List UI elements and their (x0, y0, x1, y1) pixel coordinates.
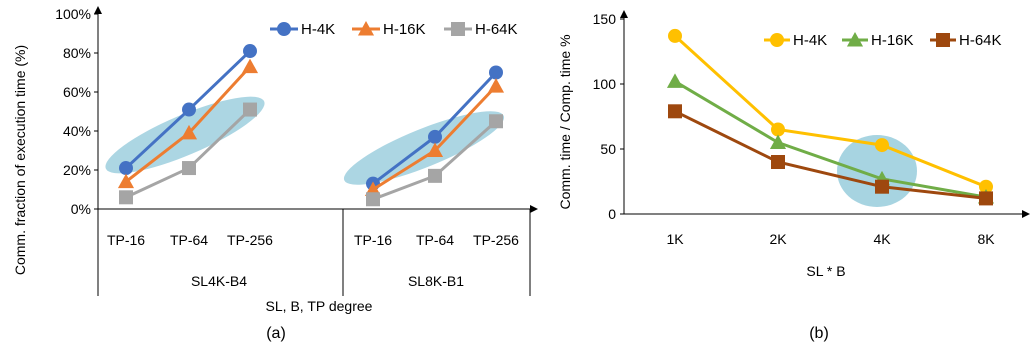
chart-b-xtick-label: 4K (873, 231, 891, 247)
data-point-H-16K (487, 78, 505, 93)
data-point-H-4K (182, 102, 196, 117)
chart-a-group-label: SL4K-B4 (191, 273, 247, 289)
data-point-H-16K (426, 142, 444, 157)
legend-label-H-16K: H-16K (871, 32, 914, 49)
chart-a: 0% 20% 40% 60% 80% 100% TP-16 TP-64 TP-256 SL4K-B… (12, 6, 538, 342)
data-point-H-16K (117, 173, 135, 189)
data-point-H-64K (119, 190, 133, 205)
data-point-H-64K (428, 168, 442, 183)
data-point-H-16K (666, 73, 684, 88)
data-point-H-4K (243, 44, 257, 59)
chart-a-group-label: SL8K-B1 (408, 273, 464, 289)
chart-a-xtick-label: TP-16 (354, 232, 392, 248)
chart-b-caption: (b) (809, 325, 829, 342)
chart-b-xtick-label: 8K (977, 231, 995, 247)
data-point-H-4K (119, 161, 133, 176)
data-point-H-16K (180, 124, 198, 140)
data-point-H-4K (428, 129, 442, 144)
chart-b-ytick-label: 50 (600, 141, 616, 157)
legend-label-H-64K: H-64K (475, 21, 518, 38)
data-point-H-64K (366, 192, 380, 207)
chart-b: 0 50 100 150 1K 2K 4K 8K H-4K H-16K H-64K Comm. t… (557, 10, 1030, 342)
data-point-H-64K (771, 155, 785, 169)
chart-a-y-arrow (94, 6, 102, 14)
data-point-H-64K (489, 114, 503, 129)
data-point-H-16K (769, 134, 787, 149)
chart-a-ytick-label: 40% (63, 123, 91, 139)
chart-a-xtick-label: TP-64 (416, 232, 454, 248)
chart-a-caption: (a) (266, 325, 286, 342)
series-line-H-16K (674, 80, 987, 199)
chart-b-y-arrow (620, 10, 628, 18)
chart-b-xtick-label: 1K (666, 231, 684, 247)
chart-a-ytick-label: 80% (63, 45, 91, 61)
data-point-H-4K (668, 28, 682, 43)
legend-marker-H-64K (451, 22, 465, 36)
legend-label-H-4K: H-4K (793, 32, 827, 49)
chart-b-ytick-label: 150 (593, 11, 617, 27)
chart-a-ytick-label: 100% (55, 6, 91, 22)
chart-a-x-arrow (530, 205, 538, 213)
series-line-H-4K (673, 34, 987, 189)
data-point-H-64K (668, 104, 682, 119)
data-point-H-64K (979, 191, 993, 206)
data-point-H-4K (489, 65, 503, 80)
chart-a-ylabel: Comm. fraction of execution time (%) (12, 45, 28, 275)
chart-a-xtick-label: TP-256 (227, 232, 273, 248)
legend-marker-H-4K (770, 33, 784, 47)
legend-marker-H-4K (277, 22, 291, 36)
data-point-H-64K (875, 179, 889, 194)
chart-a-xtick-label: TP-64 (170, 232, 208, 248)
series-line-H-64K (674, 109, 987, 200)
chart-a-ytick-label: 20% (63, 162, 91, 178)
chart-b-ytick-label: 100 (593, 76, 617, 92)
legend-label-H-64K: H-64K (959, 32, 1002, 49)
data-point-H-4K (875, 138, 889, 153)
chart-b-ylabel: Comm. time / Comp. time % (557, 34, 573, 209)
data-point-H-64K (243, 102, 257, 117)
legend-marker-H-64K (936, 33, 950, 47)
data-point-H-4K (771, 122, 785, 137)
chart-b-x-arrow (1022, 210, 1030, 218)
legend-marker-H-16K (846, 31, 864, 47)
legend-marker-H-16K (357, 20, 375, 36)
chart-a-xtick-label: TP-16 (107, 232, 145, 248)
data-point-H-64K (182, 161, 196, 176)
chart-b-ytick-label: 0 (608, 206, 616, 222)
data-point-H-4K (979, 179, 993, 194)
legend-label-H-16K: H-16K (383, 21, 426, 38)
chart-a-xtick-label: TP-256 (473, 232, 519, 248)
data-point-H-16K (241, 58, 259, 74)
legend-label-H-4K: H-4K (301, 21, 335, 38)
chart-a-ytick-label: 0% (71, 201, 91, 217)
chart-a-ytick-label: 60% (63, 84, 91, 100)
highlight-region-a2 (343, 111, 505, 185)
chart-a-xlabel: SL, B, TP degree (266, 298, 373, 314)
chart-b-xlabel: SL * B (806, 263, 845, 279)
chart-b-xtick-label: 2K (769, 231, 787, 247)
